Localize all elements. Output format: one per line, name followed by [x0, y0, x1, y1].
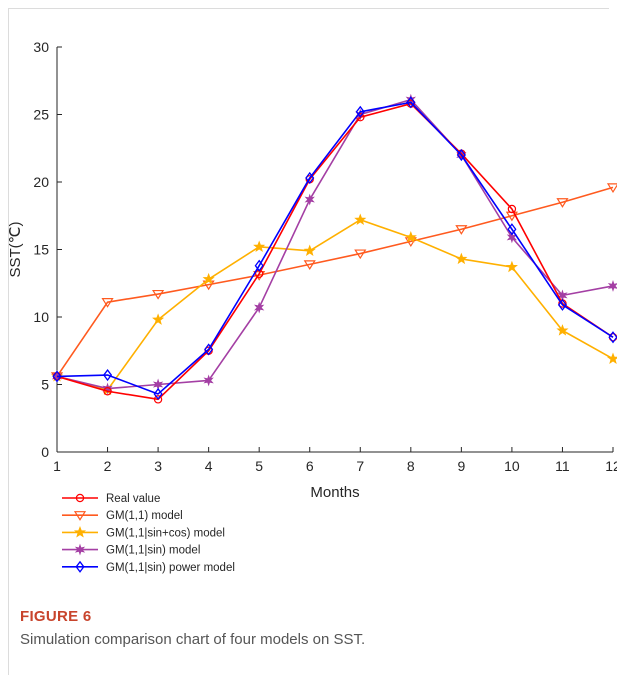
legend-marker: [75, 493, 85, 503]
data-point-marker: [152, 313, 165, 325]
data-point-marker: [254, 259, 264, 272]
y-tick-label: 25: [33, 107, 49, 123]
data-point-marker: [202, 272, 215, 285]
left-rule: [8, 8, 9, 675]
data-point-marker: [406, 96, 416, 109]
x-tick-label: 7: [356, 458, 364, 474]
figure-caption-text: Simulation comparison chart of four mode…: [20, 631, 366, 648]
series-line: [56, 98, 614, 390]
legend-label: GM(1,1) model: [106, 510, 183, 522]
legend-marker: [75, 560, 85, 573]
data-point-marker: [556, 198, 569, 208]
y-tick-label: 30: [33, 39, 49, 55]
data-point-marker: [254, 301, 265, 314]
figure-label: FIGURE 6: [20, 608, 92, 625]
data-point-marker: [204, 343, 214, 356]
x-axis-label: Months: [310, 484, 359, 501]
data-point-marker: [606, 183, 617, 194]
legend-marker: [73, 511, 87, 521]
x-tick-label: 1: [53, 458, 61, 474]
x-tick-label: 11: [555, 458, 570, 474]
data-point-marker: [103, 387, 112, 396]
x-tick-label: 12: [605, 458, 617, 474]
data-point-marker: [505, 260, 518, 273]
y-tick-label: 15: [33, 242, 49, 258]
x-tick-label: 9: [457, 458, 465, 474]
data-point-marker: [153, 387, 163, 401]
series-line: [56, 186, 614, 377]
data-point-marker: [303, 260, 316, 270]
data-point-marker: [608, 331, 617, 344]
data-point-marker: [507, 223, 517, 236]
data-point-marker: [305, 171, 315, 185]
data-point-marker: [52, 370, 62, 383]
data-point-marker: [354, 213, 367, 225]
y-tick-label: 10: [33, 309, 49, 325]
y-tick-label: 0: [41, 444, 49, 460]
top-rule: [8, 8, 609, 9]
data-point-marker: [102, 368, 113, 382]
x-tick-label: 6: [306, 458, 314, 474]
x-tick-label: 5: [255, 458, 263, 474]
data-point-marker: [355, 105, 365, 118]
y-axis-label: SST(℃): [7, 221, 24, 277]
data-point-marker: [152, 289, 165, 300]
legend-label: Real value: [106, 493, 160, 505]
x-tick-label: 3: [154, 458, 162, 474]
x-tick-label: 4: [205, 458, 213, 474]
data-point-marker: [153, 395, 163, 404]
data-point-marker: [102, 382, 113, 395]
line-chart: 1 2 3 4 5 6 7 8 9 10 11 12051015202530MonthsSST(℃)R…: [7, 39, 617, 574]
data-point-marker: [303, 244, 316, 256]
data-point-marker: [455, 252, 468, 265]
legend-label: GM(1,1|sin+cos) model: [106, 527, 225, 539]
legend-label: GM(1,1|sin) model: [106, 545, 200, 557]
data-point-marker: [253, 240, 266, 252]
data-point-marker: [203, 374, 214, 387]
series-line: [56, 102, 614, 401]
data-point-marker: [507, 204, 517, 214]
data-point-marker: [101, 298, 114, 308]
figure-caption: FIGURE 6 Simulation comparison chart of …: [20, 608, 600, 648]
data-point-marker: [556, 324, 569, 336]
data-point-marker: [607, 279, 617, 292]
data-point-marker: [557, 298, 568, 311]
legend-marker: [74, 543, 86, 556]
y-tick-label: 20: [33, 174, 49, 190]
data-point-marker: [456, 148, 466, 162]
data-point-marker: [404, 230, 417, 243]
legend-marker: [73, 526, 87, 538]
series-line: [56, 101, 614, 395]
series-line: [56, 219, 614, 391]
plot-area: [57, 47, 613, 452]
x-tick-label: 10: [504, 458, 520, 474]
x-tick-label: 8: [407, 458, 415, 474]
data-point-marker: [304, 193, 315, 206]
data-point-marker: [455, 225, 468, 235]
x-tick-label: 2: [104, 458, 112, 474]
data-point-marker: [354, 249, 367, 260]
legend-label: GM(1,1|sin) power model: [106, 562, 235, 574]
y-tick-label: 5: [41, 377, 49, 393]
